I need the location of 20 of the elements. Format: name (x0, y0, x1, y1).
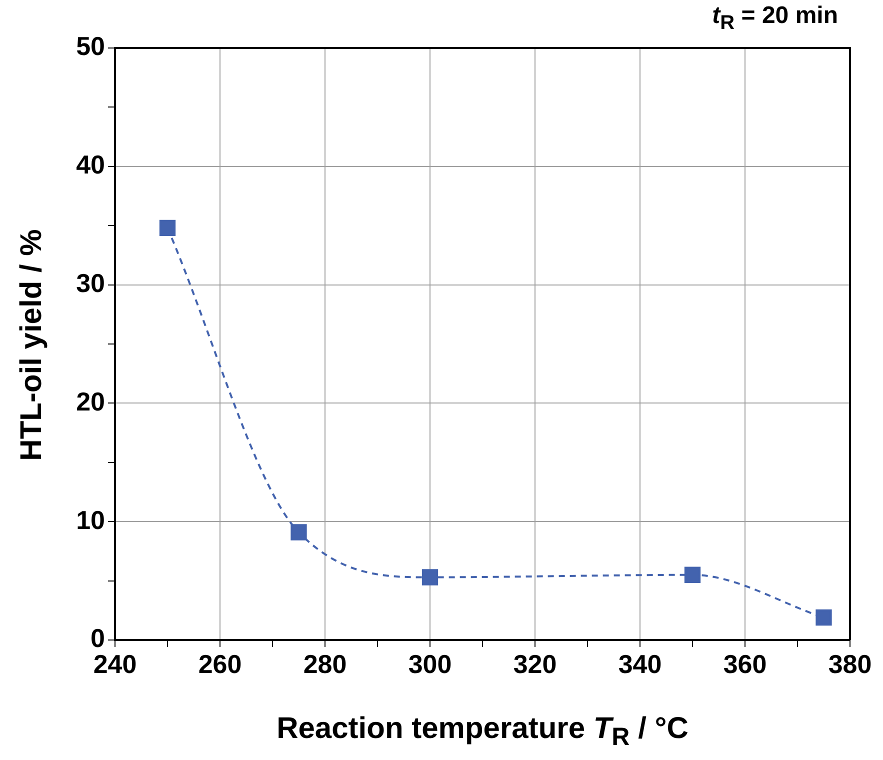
x-tick-label: 360 (723, 648, 767, 679)
point (816, 609, 832, 626)
y-tick-label: 20 (76, 386, 105, 416)
x-tick-label: 340 (618, 648, 662, 679)
y-axis-title: HTL-oil yield / % (15, 229, 49, 461)
x-tick-label: 280 (303, 648, 347, 679)
point (684, 566, 701, 583)
y-tick-label: 30 (76, 268, 105, 298)
point (422, 569, 438, 586)
y-tick-label: 40 (76, 150, 105, 180)
x-tick-label: 300 (408, 648, 452, 679)
y-tick-label: 50 (76, 31, 105, 62)
x-tick-label: 320 (513, 648, 557, 679)
y-tick-label: 10 (76, 504, 105, 535)
x-tick-label: 380 (828, 648, 872, 679)
chart-title: t$_{R}$ = 20 min (712, 2, 838, 35)
point (159, 220, 176, 236)
x-tick-label: 260 (198, 648, 242, 679)
point (290, 524, 307, 540)
x-axis-title: Reaction temperature T$_{R}$ / °C (276, 712, 690, 752)
